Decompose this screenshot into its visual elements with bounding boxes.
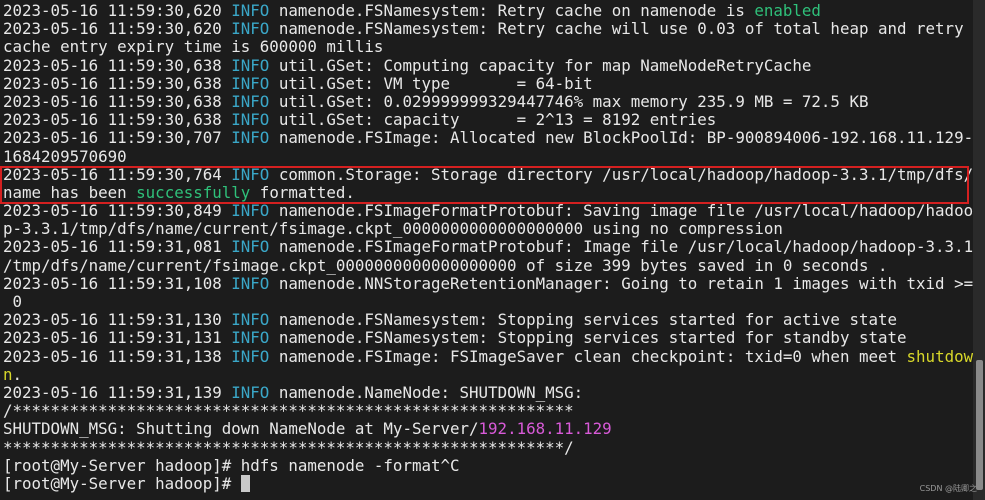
log-level: INFO	[231, 328, 270, 348]
terminal-line: 0	[3, 292, 968, 311]
terminal-text: [root@My-Server hadoop]#	[3, 473, 241, 493]
terminal-line: 1684209570690	[3, 146, 968, 166]
terminal-line: 2023-05-16 11:59:31,081 INFO namenode.FS…	[3, 237, 973, 257]
scrollbar[interactable]	[973, 0, 985, 500]
terminal-text: 2023-05-16 11:59:30,764	[3, 164, 232, 184]
terminal-text: 1684209570690	[3, 146, 127, 166]
terminal-text: formatted.	[250, 182, 355, 202]
terminal-line: [root@My-Server hadoop]#	[3, 473, 968, 493]
log-level: INFO	[231, 346, 270, 366]
terminal-text: 2023-05-16 11:59:31,130	[3, 310, 232, 330]
terminal-text: 0	[3, 292, 23, 311]
terminal-text: 2023-05-16 11:59:30,707	[3, 128, 232, 148]
terminal-text: .	[12, 364, 23, 384]
terminal-text: common.Storage: Storage directory /usr/l…	[269, 164, 974, 184]
terminal-text: /***************************************…	[3, 401, 574, 421]
terminal-text: 2023-05-16 11:59:30,638	[3, 55, 232, 75]
terminal-text: namenode.NNStorageRetentionManager: Goin…	[269, 273, 974, 293]
log-level: INFO	[231, 1, 270, 20]
terminal-line: 2023-05-16 11:59:30,638 INFO util.GSet: …	[3, 111, 968, 129]
terminal-text: 2023-05-16 11:59:31,108	[3, 273, 232, 293]
log-level: INFO	[231, 73, 270, 93]
terminal-line: 2023-05-16 11:59:30,707 INFO namenode.FS…	[3, 128, 973, 148]
terminal-text: 2023-05-16 11:59:31,081	[3, 237, 232, 257]
terminal-line: [root@My-Server hadoop]# hdfs namenode -…	[3, 455, 968, 475]
terminal-text: namenode.FSNamesystem: Stopping services…	[269, 328, 907, 348]
terminal-line: 2023-05-16 11:59:30,849 INFO namenode.FS…	[3, 201, 973, 221]
terminal-text: util.GSet: 0.029999999329447746% max mem…	[269, 91, 869, 111]
terminal-text: util.GSet: VM type = 64-bit	[269, 73, 593, 93]
terminal-text: 2023-05-16 11:59:30,849	[3, 201, 232, 221]
terminal-line: 2023-05-16 11:59:31,130 INFO namenode.FS…	[3, 311, 968, 329]
terminal-line: 2023-05-16 11:59:31,139 INFO namenode.Na…	[3, 382, 968, 402]
terminal-text: [root@My-Server hadoop]# hdfs namenode -…	[3, 455, 460, 475]
terminal-text: 2023-05-16 11:59:30,638	[3, 110, 232, 130]
watermark: CSDN @陆卿之	[919, 484, 977, 493]
terminal-text: successfully	[136, 182, 251, 202]
terminal-text: namenode.FSNamesystem: Stopping services…	[269, 310, 898, 330]
log-level: INFO	[231, 310, 270, 330]
terminal-text: namenode.FSNamesystem: Retry cache will …	[269, 19, 964, 39]
terminal-text: p-3.3.1/tmp/dfs/name/current/fsimage.ckp…	[3, 219, 783, 239]
log-level: INFO	[231, 19, 270, 39]
terminal-text: namenode.NameNode: SHUTDOWN_MSG:	[269, 382, 593, 402]
terminal-text: 2023-05-16 11:59:31,139	[3, 382, 232, 402]
log-level: INFO	[231, 128, 270, 148]
terminal-line: ****************************************…	[3, 437, 968, 457]
terminal-line: 2023-05-16 11:59:31,108 INFO namenode.NN…	[3, 273, 973, 293]
terminal-line: n.	[3, 364, 968, 384]
terminal-line: /***************************************…	[3, 402, 968, 420]
terminal-output[interactable]: 2023-05-16 11:59:30,620 INFO namenode.FS…	[3, 1, 973, 493]
terminal-text: 2023-05-16 11:59:31,138	[3, 346, 232, 366]
text-cursor	[240, 474, 250, 492]
terminal-text: 2023-05-16 11:59:30,638	[3, 91, 232, 111]
log-level: INFO	[231, 382, 270, 402]
terminal-line: 2023-05-16 11:59:30,638 INFO util.GSet: …	[3, 73, 968, 93]
terminal-text: 192.168.11.129	[478, 419, 612, 439]
terminal-text: n	[3, 364, 13, 384]
terminal-text: 2023-05-16 11:59:30,620	[3, 19, 232, 39]
terminal-text: 2023-05-16 11:59:30,638	[3, 73, 232, 93]
scrollbar-thumb[interactable]	[976, 360, 983, 490]
terminal-line: p-3.3.1/tmp/dfs/name/current/fsimage.ckp…	[3, 220, 968, 238]
terminal-text: namenode.FSImageFormatProtobuf: Image fi…	[269, 237, 974, 257]
terminal-text: util.GSet: capacity = 2^13 = 8192 entrie…	[269, 110, 717, 130]
terminal-line: name has been successfully formatted.	[3, 182, 968, 202]
terminal-text: namenode.FSNamesystem: Retry cache on na…	[269, 1, 755, 20]
terminal-text: namenode.FSImage: Allocated new BlockPoo…	[269, 128, 974, 148]
terminal-line: 2023-05-16 11:59:30,620 INFO namenode.FS…	[3, 20, 968, 38]
terminal-text: 2023-05-16 11:59:31,131	[3, 328, 232, 348]
terminal-line: 2023-05-16 11:59:30,620 INFO namenode.FS…	[3, 1, 968, 20]
log-level: INFO	[231, 273, 270, 293]
terminal-text: ****************************************…	[3, 437, 574, 457]
terminal-text: 2023-05-16 11:59:30,620	[3, 1, 232, 20]
terminal-text: enabled	[754, 1, 821, 20]
log-level: INFO	[231, 55, 270, 75]
terminal-text: util.GSet: Computing capacity for map Na…	[269, 55, 812, 75]
terminal-line: 2023-05-16 11:59:31,131 INFO namenode.FS…	[3, 329, 968, 347]
terminal-line: 2023-05-16 11:59:30,638 INFO util.GSet: …	[3, 55, 968, 75]
log-level: INFO	[231, 201, 270, 221]
terminal-text: cache entry expiry time is 600000 millis	[3, 37, 384, 57]
terminal-text: shutdow	[906, 346, 974, 366]
terminal-text: /tmp/dfs/name/current/fsimage.ckpt_00000…	[3, 255, 888, 275]
log-level: INFO	[231, 164, 270, 184]
terminal-text: SHUTDOWN_MSG: Shutting down NameNode at …	[3, 419, 479, 439]
terminal-line: cache entry expiry time is 600000 millis	[3, 38, 968, 56]
terminal-line: 2023-05-16 11:59:30,638 INFO util.GSet: …	[3, 91, 968, 111]
terminal-text: name has been	[3, 182, 137, 202]
terminal-line: 2023-05-16 11:59:30,764 INFO common.Stor…	[3, 164, 973, 184]
terminal-text: namenode.FSImage: FSImageSaver clean che…	[269, 346, 907, 366]
terminal-line: SHUTDOWN_MSG: Shutting down NameNode at …	[3, 420, 968, 438]
terminal-text: namenode.FSImageFormatProtobuf: Saving i…	[269, 201, 974, 221]
log-level: INFO	[231, 110, 270, 130]
terminal-line: /tmp/dfs/name/current/fsimage.ckpt_00000…	[3, 255, 968, 275]
log-level: INFO	[231, 91, 270, 111]
terminal-line: 2023-05-16 11:59:31,138 INFO namenode.FS…	[3, 346, 973, 366]
log-level: INFO	[231, 237, 270, 257]
